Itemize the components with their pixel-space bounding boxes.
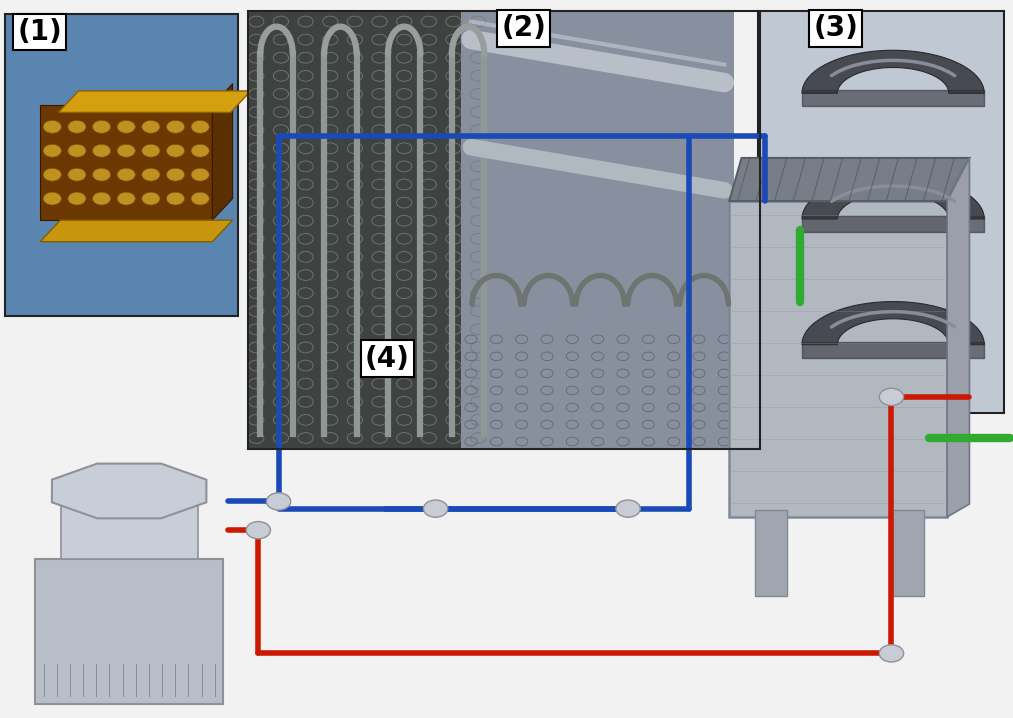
Circle shape (142, 168, 160, 181)
Text: (2): (2) (501, 14, 546, 42)
Bar (61, 495, 198, 559)
Circle shape (118, 168, 136, 181)
Bar (248, 11, 486, 449)
Circle shape (92, 168, 110, 181)
Bar (35, 559, 223, 704)
Circle shape (118, 121, 136, 134)
Circle shape (68, 121, 86, 134)
Polygon shape (729, 158, 969, 201)
Bar (5, 14, 238, 316)
Text: (3): (3) (813, 14, 858, 42)
Circle shape (191, 168, 210, 181)
Circle shape (166, 192, 184, 205)
Circle shape (92, 144, 110, 157)
Circle shape (44, 192, 62, 205)
Circle shape (68, 168, 86, 181)
Circle shape (142, 121, 160, 134)
Circle shape (191, 121, 210, 134)
Circle shape (879, 645, 904, 662)
Circle shape (44, 144, 62, 157)
Bar (758, 11, 1004, 413)
Polygon shape (41, 106, 213, 220)
Polygon shape (213, 84, 233, 220)
Circle shape (142, 192, 160, 205)
Polygon shape (802, 302, 985, 345)
Circle shape (423, 500, 448, 517)
Circle shape (44, 121, 62, 134)
Circle shape (68, 192, 86, 205)
Bar (729, 201, 947, 517)
Bar (248, 11, 760, 449)
Circle shape (92, 121, 110, 134)
Circle shape (879, 388, 904, 406)
Circle shape (68, 144, 86, 157)
Polygon shape (52, 464, 207, 518)
Circle shape (191, 192, 210, 205)
Text: (1): (1) (17, 18, 62, 46)
Circle shape (118, 192, 136, 205)
Circle shape (191, 144, 210, 157)
Polygon shape (947, 158, 969, 517)
Bar (891, 510, 924, 596)
Circle shape (166, 168, 184, 181)
Circle shape (118, 144, 136, 157)
Circle shape (142, 144, 160, 157)
Text: (4): (4) (365, 345, 409, 373)
Circle shape (266, 493, 291, 510)
Circle shape (166, 144, 184, 157)
Polygon shape (41, 220, 233, 242)
Polygon shape (802, 50, 985, 93)
Circle shape (616, 500, 640, 517)
Circle shape (44, 168, 62, 181)
Circle shape (246, 521, 270, 538)
Bar (461, 11, 734, 449)
Circle shape (166, 121, 184, 134)
Polygon shape (802, 176, 985, 219)
Circle shape (92, 192, 110, 205)
Polygon shape (59, 91, 251, 113)
Bar (755, 510, 787, 596)
